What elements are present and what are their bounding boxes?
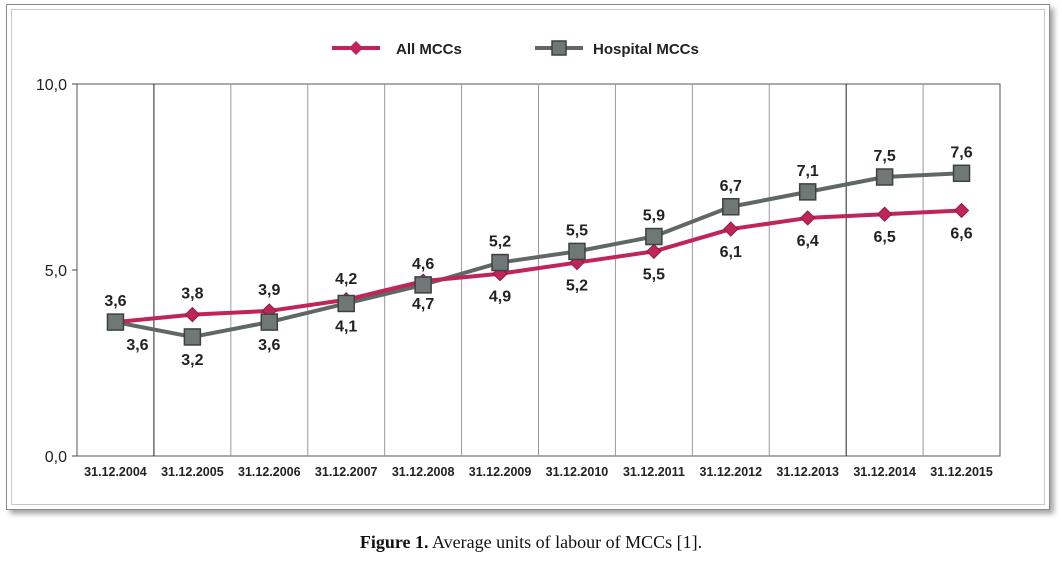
data-label-all-mccs: 6,6 (950, 225, 972, 242)
x-tick-label: 31.12.2012 (700, 465, 763, 479)
legend-marker-all-mccs (349, 41, 363, 55)
line-chart: 0,0 5,0 10,0 31.12.2004 31.12.2005 31.12.2006… (36, 40, 1001, 479)
data-label-all-mccs: 4,9 (489, 289, 511, 306)
data-label-hospital-mccs: 4,6 (412, 256, 434, 273)
data-label-hospital-mccs: 3,6 (126, 337, 148, 354)
data-label-all-mccs: 5,5 (643, 266, 665, 283)
data-label-hospital-mccs: 7,1 (797, 163, 819, 180)
data-label-hospital-mccs: 3,2 (181, 352, 203, 369)
data-label-hospital-mccs: 6,7 (720, 178, 742, 195)
x-tick-label: 31.12.2006 (238, 465, 301, 479)
x-tick-label: 31.12.2008 (392, 465, 455, 479)
data-point-hospital-mccs (722, 198, 740, 216)
data-point-all-mccs (184, 306, 201, 323)
data-label-all-mccs: 3,9 (258, 282, 280, 299)
data-label-all-mccs: 5,2 (566, 278, 588, 295)
data-label-all-mccs: 4,7 (412, 296, 434, 313)
x-tick-label: 31.12.2010 (546, 465, 609, 479)
data-point-all-mccs (876, 206, 893, 222)
y-tick-label: 10,0 (36, 77, 67, 94)
data-label-all-mccs: 3,6 (104, 293, 126, 310)
data-point-hospital-mccs (337, 294, 355, 313)
series-line-hospital-mccs (115, 171, 962, 339)
data-label-all-mccs: 3,8 (181, 286, 203, 303)
data-label-hospital-mccs: 7,6 (950, 144, 972, 161)
data-point-hospital-mccs (414, 276, 432, 294)
legend-label-hospital-mccs: Hospital MCCs (593, 41, 699, 58)
figure-caption: Figure 1. Average units of labour of MCC… (0, 532, 1062, 553)
legend-label-all-mccs: All MCCs (396, 41, 462, 58)
data-label-hospital-mccs: 5,2 (489, 234, 511, 251)
data-point-all-mccs (646, 243, 662, 260)
x-tick-label: 31.12.2004 (84, 465, 147, 479)
data-point-hospital-mccs (106, 313, 125, 331)
data-label-all-mccs: 6,4 (797, 233, 819, 250)
data-label-hospital-mccs: 4,1 (335, 318, 357, 335)
y-tick-label: 0,0 (45, 449, 67, 466)
data-point-hospital-mccs (875, 168, 894, 186)
series-line-all-mccs (115, 208, 962, 325)
y-tick-label: 5,0 (45, 263, 67, 280)
x-tick-label: 31.12.2011 (623, 465, 685, 479)
data-label-hospital-mccs: 3,6 (258, 337, 280, 354)
x-tick-label: 31.12.2013 (776, 465, 839, 479)
data-point-all-mccs (723, 221, 739, 237)
data-label-all-mccs: 6,5 (874, 229, 896, 246)
caption-prefix: Figure 1. (359, 532, 429, 552)
data-point-hospital-mccs (260, 313, 279, 331)
data-point-hospital-mccs (491, 253, 509, 272)
legend-marker-hospital-mccs (551, 40, 567, 56)
data-point-hospital-mccs (645, 227, 663, 246)
x-tick-label: 31.12.2005 (161, 465, 224, 479)
x-tick-label: 31.12.2007 (315, 465, 378, 479)
data-label-all-mccs: 4,2 (335, 271, 357, 288)
data-point-all-mccs (953, 202, 970, 219)
x-tick-label: 31.12.2015 (930, 465, 993, 479)
x-tick-label: 31.12.2009 (469, 465, 532, 479)
data-label-hospital-mccs: 5,9 (643, 208, 665, 225)
data-label-hospital-mccs: 7,5 (874, 148, 896, 165)
data-point-hospital-mccs (952, 164, 971, 183)
legend: All MCCs Hospital MCCs (332, 40, 699, 58)
data-point-hospital-mccs (798, 183, 817, 201)
data-point-hospital-mccs (183, 328, 202, 346)
data-point-hospital-mccs (568, 242, 586, 261)
caption-text: Average units of labour of MCCs [1]. (428, 532, 703, 552)
data-label-hospital-mccs: 5,5 (566, 222, 588, 239)
data-label-all-mccs: 6,1 (720, 244, 742, 261)
data-point-all-mccs (800, 210, 816, 226)
chart-frame-inner (11, 9, 1045, 505)
x-tick-label: 31.12.2014 (853, 465, 916, 479)
